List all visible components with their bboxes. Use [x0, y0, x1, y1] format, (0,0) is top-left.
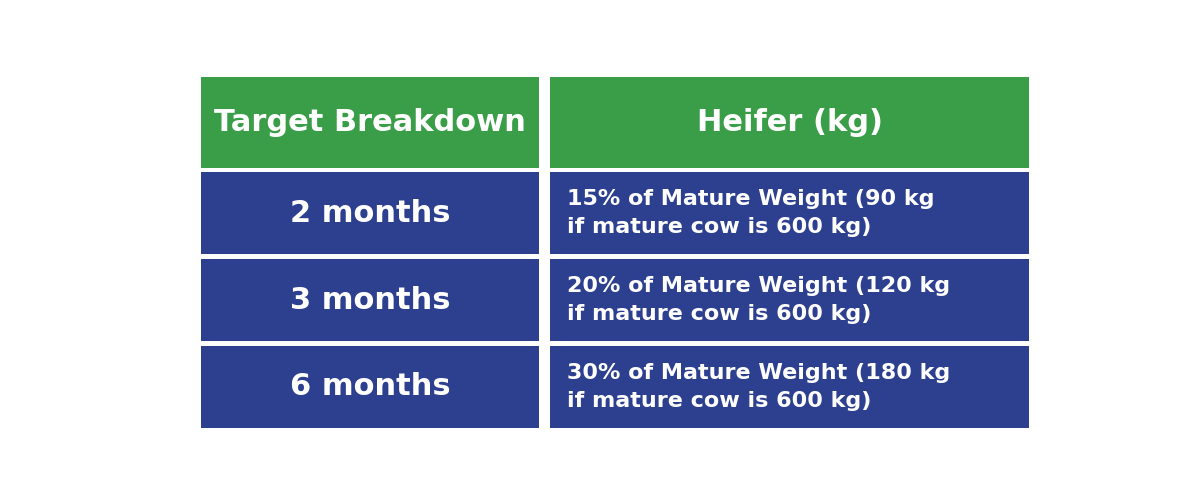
Text: Heifer (kg): Heifer (kg)	[696, 108, 882, 137]
Text: 2 months: 2 months	[290, 199, 450, 228]
Text: 20% of Mature Weight (120 kg
if mature cow is 600 kg): 20% of Mature Weight (120 kg if mature c…	[566, 276, 950, 324]
Text: Target Breakdown: Target Breakdown	[214, 108, 526, 137]
Text: 15% of Mature Weight (90 kg
if mature cow is 600 kg): 15% of Mature Weight (90 kg if mature co…	[566, 190, 935, 238]
FancyBboxPatch shape	[202, 172, 539, 254]
FancyBboxPatch shape	[202, 346, 539, 428]
FancyBboxPatch shape	[551, 259, 1028, 341]
Text: 30% of Mature Weight (180 kg
if mature cow is 600 kg): 30% of Mature Weight (180 kg if mature c…	[566, 362, 950, 410]
FancyBboxPatch shape	[202, 259, 539, 341]
FancyBboxPatch shape	[551, 78, 1028, 168]
Text: 6 months: 6 months	[289, 372, 450, 401]
FancyBboxPatch shape	[551, 346, 1028, 428]
FancyBboxPatch shape	[202, 78, 539, 168]
FancyBboxPatch shape	[551, 172, 1028, 254]
Text: 3 months: 3 months	[290, 286, 450, 314]
